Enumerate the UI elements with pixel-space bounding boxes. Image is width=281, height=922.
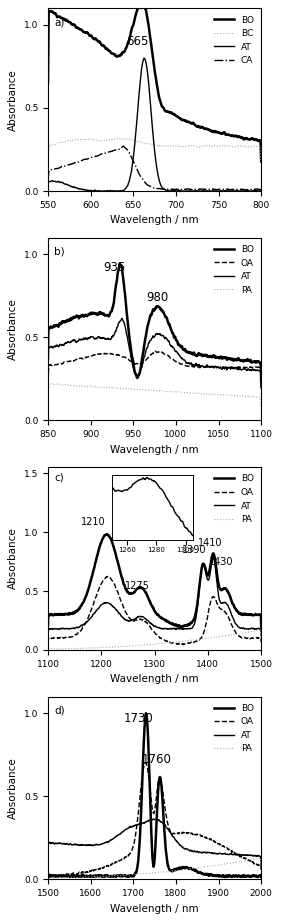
Text: d): d) <box>55 706 65 715</box>
Text: 1410: 1410 <box>198 538 222 549</box>
Text: 1390: 1390 <box>182 545 207 555</box>
Text: 1430: 1430 <box>209 557 234 567</box>
Text: 1760: 1760 <box>141 753 171 766</box>
Legend: BO, OA, AT, PA: BO, OA, AT, PA <box>211 242 257 297</box>
Y-axis label: Absorbance: Absorbance <box>8 757 18 819</box>
X-axis label: Wavelength / nm: Wavelength / nm <box>110 904 199 914</box>
Text: b): b) <box>55 247 65 257</box>
Text: 935: 935 <box>103 261 126 274</box>
Legend: BO, OA, AT, PA: BO, OA, AT, PA <box>211 472 257 526</box>
Text: c): c) <box>55 473 64 483</box>
Y-axis label: Absorbance: Absorbance <box>8 298 18 360</box>
X-axis label: Wavelength / nm: Wavelength / nm <box>110 674 199 684</box>
Text: a): a) <box>55 18 65 28</box>
Y-axis label: Absorbance: Absorbance <box>8 69 18 131</box>
Text: 665: 665 <box>126 35 149 48</box>
Y-axis label: Absorbance: Absorbance <box>8 527 18 589</box>
Legend: BO, OA, AT, PA: BO, OA, AT, PA <box>211 702 257 756</box>
X-axis label: Wavelength / nm: Wavelength / nm <box>110 444 199 455</box>
Text: 980: 980 <box>146 291 168 304</box>
Text: 1275: 1275 <box>125 581 150 591</box>
Text: 1730: 1730 <box>124 712 153 725</box>
Text: 1210: 1210 <box>81 517 106 527</box>
X-axis label: Wavelength / nm: Wavelength / nm <box>110 216 199 225</box>
Legend: BO, BC, AT, CA: BO, BC, AT, CA <box>211 13 257 68</box>
